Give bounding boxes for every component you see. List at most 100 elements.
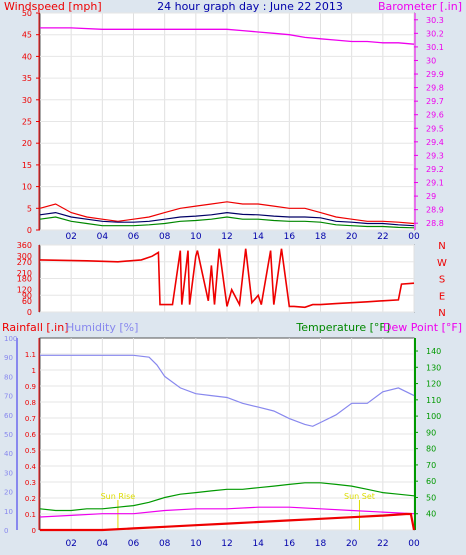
- temperature-tick-label: 40: [426, 510, 436, 519]
- humidity-tick-label: 50: [4, 431, 13, 439]
- panel-3-x-tick-label: 22: [377, 539, 388, 549]
- sun-annotation: Sun Rise: [101, 492, 136, 501]
- rainfall-tick-label: 0.4: [25, 463, 37, 471]
- panel-3-x-tick-label: 02: [65, 539, 76, 549]
- compass-label: N: [438, 308, 445, 319]
- panel-1-x-tick-label: 04: [97, 232, 109, 242]
- windspeed-tick-label: 45: [22, 31, 32, 40]
- rainfall-tick-label: 0.3: [25, 479, 36, 487]
- rainfall-tick-label: 1.1: [25, 351, 36, 359]
- barometer-tick-label: 29: [426, 192, 436, 201]
- temperature-tick-label: 80: [426, 445, 436, 454]
- barometer-tick-label: 28.8: [426, 219, 444, 228]
- dewpoint-axis-label: Dew Point [°F]: [383, 321, 462, 334]
- panel-1-x-tick-label: 10: [190, 232, 202, 242]
- panel-3-x-tick-label: 08: [159, 539, 171, 549]
- windspeed-tick-label: 35: [22, 74, 32, 83]
- rainfall-tick-label: 0.7: [25, 415, 36, 423]
- wind-direction-tick-label: 180: [17, 275, 32, 284]
- panel-1-x-tick-label: 18: [315, 232, 327, 242]
- temperature-tick-label: 70: [426, 461, 436, 470]
- temperature-tick-label: 110: [426, 396, 441, 405]
- compass-label: E: [439, 291, 445, 302]
- panel-1-x-tick-label: 14: [252, 232, 264, 242]
- panel-1-x-tick-label: 12: [221, 232, 232, 242]
- windspeed-tick-label: 30: [22, 96, 32, 105]
- barometer-tick-label: 29.4: [426, 138, 444, 147]
- temperature-tick-label: 50: [426, 493, 436, 502]
- barometer-line: [40, 27, 415, 45]
- barometer-tick-label: 30.2: [426, 29, 444, 38]
- panel-1-x-tick-label: 16: [284, 232, 296, 242]
- humidity-axis-label: Humidity [%]: [66, 321, 138, 334]
- windspeed-tick-label: 10: [22, 183, 32, 192]
- rainfall-tick-label: 0.6: [25, 431, 37, 439]
- windspeed-tick-label: 15: [22, 161, 32, 170]
- humidity-tick-label: 90: [4, 354, 13, 362]
- chart-title: 24 hour graph day : June 22 2013: [157, 0, 343, 13]
- panel-3-x-tick-label: 16: [284, 539, 296, 549]
- panel-1-x-tick-label: 02: [65, 232, 76, 242]
- panel-1-x-tick-label: 08: [159, 232, 171, 242]
- sun-annotation: Sun Set: [344, 492, 375, 501]
- barometer-tick-label: 29.1: [426, 179, 444, 188]
- temperature-axis-label: Temperature [°F]: [295, 321, 390, 334]
- barometer-tick-label: 30.1: [426, 43, 444, 52]
- wind-direction-line: [39, 248, 415, 309]
- wind-direction-tick-label: 210: [17, 269, 32, 278]
- temperature-line: [39, 482, 415, 512]
- barometer-tick-label: 30: [426, 56, 436, 65]
- temperature-tick-label: 130: [426, 363, 441, 372]
- rainfall-tick-label: 0.5: [25, 447, 36, 455]
- wind-gust-line: [39, 201, 415, 225]
- barometer-tick-label: 29.3: [426, 151, 444, 160]
- panel-3-x-tick-label: 04: [97, 539, 109, 549]
- panel-3-x-tick-label: 06: [128, 539, 140, 549]
- windspeed-tick-label: 25: [22, 118, 32, 127]
- wind-direction-tick-label: 0: [27, 308, 32, 317]
- dewpoint-line: [39, 506, 415, 518]
- panel-3-x-tick-label: 00: [408, 539, 420, 549]
- rainfall-axis-label: Rainfall [.in]: [2, 321, 69, 334]
- temperature-tick-label: 120: [426, 380, 441, 389]
- windspeed-tick-label: 40: [22, 52, 32, 61]
- panel-1-x-tick-label: 06: [128, 232, 140, 242]
- panel-3-x-tick-label: 10: [190, 539, 202, 549]
- windspeed-tick-label: 5: [27, 204, 32, 213]
- humidity-tick-label: 10: [4, 508, 13, 516]
- humidity-tick-label: 60: [4, 412, 13, 420]
- panel-3-x-tick-label: 18: [315, 539, 327, 549]
- windspeed-tick-label: 0: [27, 226, 32, 235]
- barometer-axis-label: Barometer [.in]: [378, 0, 462, 13]
- temperature-tick-label: 100: [426, 412, 441, 421]
- barometer-tick-label: 29.8: [426, 84, 444, 93]
- rainfall-tick-label: 1: [32, 367, 36, 375]
- panel-3-x-tick-label: 20: [346, 539, 358, 549]
- wind-direction-tick-label: 300: [17, 252, 32, 261]
- wind-direction-tick-label: 120: [17, 286, 32, 295]
- wind-avg-line: [39, 216, 415, 229]
- humidity-tick-label: 30: [4, 469, 13, 477]
- temperature-tick-label: 90: [426, 428, 436, 437]
- wind-mean-line: [39, 211, 415, 227]
- temperature-tick-label: 140: [426, 347, 441, 356]
- windspeed-tick-label: 20: [22, 139, 32, 148]
- compass-label: N: [438, 241, 445, 252]
- barometer-tick-label: 29.5: [426, 124, 444, 133]
- panel-1-x-tick-label: 00: [408, 232, 420, 242]
- barometer-tick-label: 29.6: [426, 111, 444, 120]
- panel-3-x-tick-label: 14: [252, 539, 264, 549]
- humidity-tick-label: 100: [4, 335, 17, 343]
- temperature-tick-label: 60: [426, 477, 436, 486]
- humidity-tick-label: 40: [4, 450, 13, 458]
- wind-direction-tick-label: 360: [17, 241, 32, 250]
- panel-3-x-tick-label: 12: [221, 539, 232, 549]
- rainfall-tick-label: 0.8: [25, 399, 36, 407]
- rainfall-tick-label: 0.1: [25, 511, 36, 519]
- barometer-tick-label: 29.2: [426, 165, 444, 174]
- rainfall-tick-label: 0.9: [25, 383, 36, 391]
- wind-direction-tick-label: 90: [22, 291, 32, 300]
- humidity-line: [40, 354, 415, 427]
- panel-1-x-tick-label: 20: [346, 232, 358, 242]
